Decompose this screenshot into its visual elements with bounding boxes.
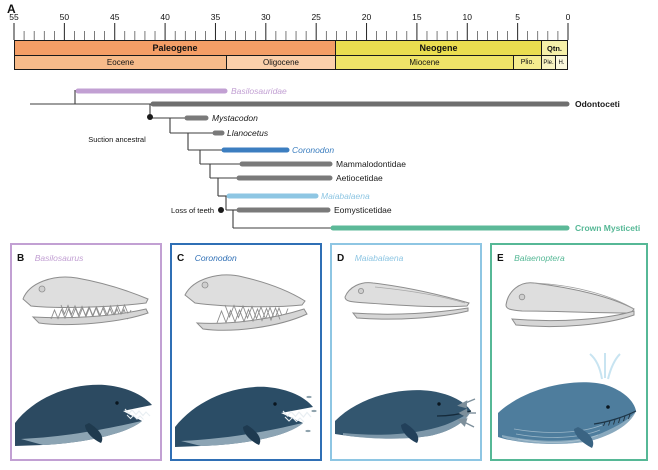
tip-label-maiabalaena: Maiabalaena [321, 191, 370, 201]
panel-d-letter: D [337, 253, 345, 264]
panel-e-balaenoptera: E Balaenoptera [490, 243, 648, 461]
phylogeny-tree [30, 88, 570, 231]
panel-b-letter: B [17, 253, 25, 264]
panel-e-header: E Balaenoptera [497, 248, 565, 266]
epoch-oligocene: Oligocene [226, 55, 336, 70]
water-spray [589, 353, 621, 380]
epoch-holocene: H. [555, 55, 568, 70]
annotation-loss-of-teeth: Loss of teeth [171, 206, 214, 215]
prey-items [305, 395, 317, 433]
panel-b-basilosaurus: B Basilosaurus [10, 243, 162, 461]
tip-label-odontoceti: Odontoceti [575, 99, 620, 109]
throat-pleats [513, 424, 603, 443]
ruler-tick-label: 45 [110, 12, 120, 22]
tip-label-eomysticetidae: Eomysticetidae [334, 205, 392, 215]
ruler-tick-label: 35 [211, 12, 221, 22]
panel-c-letter: C [177, 253, 185, 264]
tip-label-aetiocetidae: Aetiocetidae [336, 173, 383, 183]
panel-a-label: A [7, 2, 16, 16]
suction-ancestral-node-dot [147, 114, 153, 120]
tip-label-coronodon: Coronodon [292, 145, 335, 155]
panel-d-species: Maiabalaena [354, 253, 404, 263]
ruler-tick-label: 30 [261, 12, 271, 22]
ruler-tick-label: 5 [515, 12, 520, 22]
tip-label-llanocetus: Llanocetus [227, 128, 269, 138]
maiabalaena-life-illustration [335, 390, 476, 443]
coronodon-skull-illustration [184, 274, 308, 331]
tree-branch-lines [30, 90, 333, 229]
baleen-plates [603, 413, 631, 427]
time-ruler: 55 50 45 40 35 30 25 20 15 10 5 0 [9, 12, 571, 40]
ruler-tick-label: 40 [160, 12, 170, 22]
ruler-tick-label: 25 [311, 12, 321, 22]
basilosaurus-skull-illustration [22, 276, 149, 326]
panel-b-species: Basilosaurus [34, 253, 84, 263]
ruler-tick-label: 0 [566, 12, 571, 22]
ruler-tick-label: 55 [9, 12, 19, 22]
tip-label-basilosauridae: Basilosauridae [231, 86, 287, 96]
panel-b-header: B Basilosaurus [17, 248, 83, 266]
ruler-tick-label: 10 [463, 12, 473, 22]
panel-d-header: D Maiabalaena [337, 248, 403, 266]
tip-label-mystacodon: Mystacodon [212, 113, 258, 123]
annotation-suction-ancestral: Suction ancestral [88, 135, 146, 144]
ruler-tick-label: 20 [362, 12, 372, 22]
maiabalaena-skull-illustration [344, 282, 470, 320]
basilosaurus-life-illustration [15, 384, 152, 446]
lineage-range-bars [75, 88, 570, 231]
panel-c-species: Coronodon [194, 253, 237, 263]
panel-d-maiabalaena: D Maiabalaena [330, 243, 482, 461]
coronodon-life-illustration [175, 386, 317, 447]
panel-c-coronodon: C Coronodon [170, 243, 322, 461]
ruler-tick-label: 50 [60, 12, 70, 22]
panel-c-header: C Coronodon [177, 248, 237, 266]
tip-label-mammalodontidae: Mammalodontidae [336, 159, 406, 169]
suction-arrows [457, 398, 476, 428]
epoch-pliocene: Plio. [513, 55, 542, 70]
balaenoptera-skull-illustration [505, 282, 635, 328]
loss-of-teeth-node-dot [218, 207, 224, 213]
tip-label-crown-mysticeti: Crown Mysticeti [575, 223, 641, 233]
panel-e-letter: E [497, 253, 504, 264]
balaenoptera-life-illustration [498, 353, 637, 448]
ruler-tick-label: 15 [412, 12, 422, 22]
panel-e-species: Balaenoptera [514, 253, 565, 263]
